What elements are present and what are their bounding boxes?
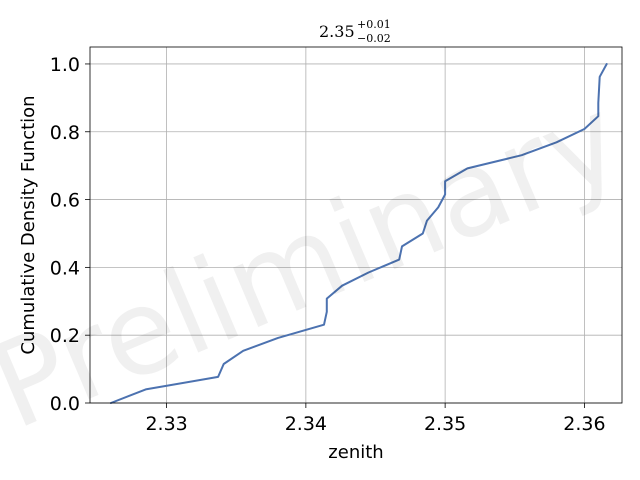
title-lower-error: −0.02	[357, 32, 391, 45]
x-tick-label: 2.35	[424, 413, 466, 435]
y-axis-label: Cumulative Density Function	[18, 95, 39, 354]
watermark-text: Preliminary	[0, 69, 640, 456]
title-upper-error: +0.01	[357, 18, 391, 31]
y-tick-label: 0.8	[50, 122, 80, 144]
x-tick-label: 2.33	[145, 413, 187, 435]
title-value: 2.35	[319, 22, 355, 41]
x-axis-label: zenith	[328, 442, 383, 463]
x-tick-label: 2.34	[285, 413, 327, 435]
series-group	[109, 63, 608, 404]
y-tick-label: 0.2	[50, 325, 80, 347]
y-tick-label: 0.0	[50, 393, 80, 415]
y-tick-label: 0.4	[50, 257, 80, 279]
cdf-series-line	[109, 63, 608, 404]
x-axis-ticks: 2.33 2.34 2.35 2.36	[145, 403, 606, 435]
plot-frame	[89, 46, 623, 404]
y-axis-ticks: 0.0 0.2 0.4 0.6 0.8 1.0	[50, 54, 90, 415]
y-tick-label: 1.0	[50, 54, 80, 76]
x-tick-label: 2.36	[563, 413, 605, 435]
y-tick-label: 0.6	[50, 190, 80, 212]
chart-title: 2.35 +0.01 −0.02	[319, 18, 391, 45]
